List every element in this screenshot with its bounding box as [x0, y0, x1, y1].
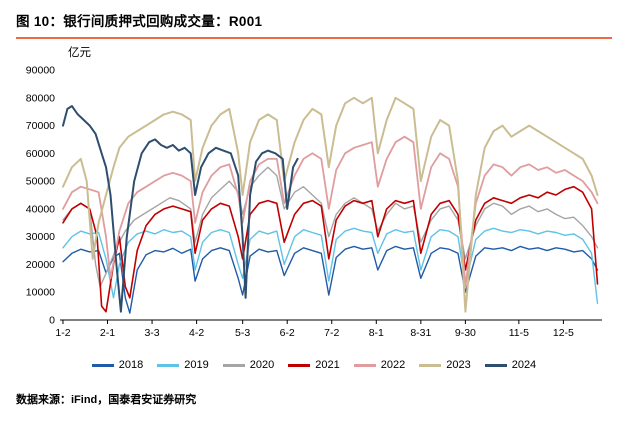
legend-item-2023: 2023 [419, 359, 471, 371]
series-line-2021 [62, 185, 599, 313]
y-tick-label: 90000 [26, 65, 55, 77]
title-underline [16, 37, 612, 39]
series-line-2023 [62, 96, 599, 313]
legend-swatch [91, 363, 114, 367]
y-tick-label: 80000 [26, 92, 55, 104]
y-tick-label: 20000 [26, 259, 55, 271]
y-tick-label: 50000 [26, 176, 55, 188]
y-tick-label: 70000 [26, 120, 55, 132]
y-tick-label: 60000 [26, 148, 55, 160]
line-chart: 0 10000 20000 30000 40000 50000 60000 70000 8000… [26, 46, 602, 339]
x-tick-label: 8-1 [369, 327, 384, 339]
x-tick-label: 6-2 [280, 327, 295, 339]
legend-label: 2023 [446, 359, 471, 371]
x-tick-label: 5-3 [235, 327, 250, 339]
legend-label: 2024 [511, 359, 537, 371]
legend-item-2021: 2021 [288, 359, 340, 371]
x-tick-label: 7-2 [324, 327, 339, 339]
legend-item-2022: 2022 [353, 359, 406, 371]
legend-label: 2022 [380, 359, 406, 371]
legend-swatch [288, 363, 311, 367]
legend-swatch [419, 363, 442, 367]
chart-area: 0 10000 20000 30000 40000 50000 60000 70000 8000… [16, 42, 612, 355]
x-tick-label: 3-3 [144, 327, 159, 339]
legend-item-2018: 2018 [91, 359, 144, 371]
series-line-2024 [62, 105, 299, 313]
y-axis-unit: 亿元 [68, 46, 91, 59]
x-tick-label: 11-5 [509, 327, 529, 339]
legend-label: 2021 [315, 359, 340, 371]
legend-item-2024: 2024 [484, 359, 537, 371]
series-line-2019 [62, 227, 599, 304]
chart-legend: 2018 2019 2020 2021 2022 2023 2024 [16, 359, 612, 371]
figure-title: 图 10：银行间质押式回购成交量：R001 [16, 14, 263, 29]
legend-label: 2019 [184, 359, 209, 371]
report-figure: 图 10：银行间质押式回购成交量：R001 0 10000 20000 30000 40… [16, 14, 612, 406]
legend-item-2020: 2020 [222, 359, 275, 371]
x-tick-label: 8-31 [410, 327, 431, 339]
y-tick-label: 0 [49, 315, 55, 327]
legend-item-2019: 2019 [157, 359, 209, 371]
x-tick-label: 4-2 [189, 327, 204, 339]
legend-swatch [353, 363, 376, 367]
legend-swatch [222, 363, 245, 367]
x-tick-label: 2-1 [100, 327, 115, 339]
x-tick-label: 9-30 [455, 327, 476, 339]
series-line-2018 [62, 245, 599, 314]
legend-swatch [157, 363, 180, 367]
legend-label: 2020 [249, 359, 275, 371]
series-line-2022 [62, 135, 599, 288]
data-source: 数据来源：iFind，国泰君安证券研究 [16, 394, 197, 406]
legend-label: 2018 [118, 359, 144, 371]
legend-swatch [484, 363, 507, 367]
x-tick-label: 1-2 [55, 327, 70, 339]
y-tick-label: 30000 [26, 231, 55, 243]
y-tick-label: 40000 [26, 203, 55, 215]
y-tick-label: 10000 [26, 287, 55, 299]
x-tick-label: 12-5 [553, 327, 574, 339]
series-line-2020 [62, 166, 599, 288]
